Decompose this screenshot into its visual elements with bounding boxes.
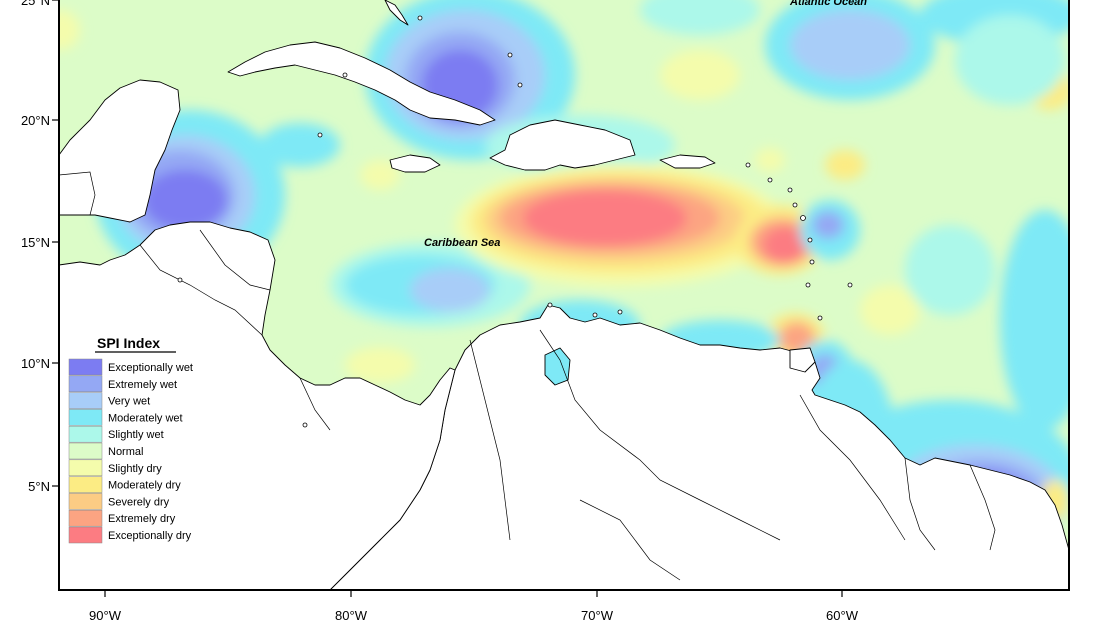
legend-label: Exceptionally wet [108, 362, 193, 374]
atlantic-ocean-label: Atlantic Ocean [789, 0, 867, 8]
legend-swatch [68, 409, 103, 426]
puerto-rico-land [659, 154, 716, 169]
florida-land [384, 0, 409, 26]
legend-swatch [68, 493, 103, 510]
y-tick-label: 15°N [21, 235, 50, 250]
legend-swatch [68, 442, 103, 460]
islands [177, 15, 853, 428]
hispaniola-land [489, 119, 636, 171]
caribbean-sea-label: Caribbean Sea [424, 237, 500, 249]
y-tick-label: 20°N [21, 113, 50, 128]
legend-swatch [68, 459, 103, 477]
map-field: Atlantic Ocean Caribbean Sea [59, 0, 1069, 590]
x-axis: 90°W 80°W 70°W 60°W [89, 590, 859, 623]
y-tick-label: 10°N [21, 356, 50, 371]
legend-swatch [68, 358, 103, 376]
legend-label: Exceptionally dry [108, 530, 192, 542]
spi-legend: SPI Index Exceptionally wet Extremely wet… [68, 335, 193, 544]
legend-label: Very wet [108, 396, 150, 408]
x-tick-label: 90°W [89, 608, 122, 623]
legend-label: Extremely wet [108, 379, 177, 391]
y-axis: 25°N 20°N 15°N 10°N 5°N [21, 0, 59, 494]
x-tick-label: 60°W [826, 608, 859, 623]
legend-swatch [68, 476, 103, 493]
yucatan-land [59, 79, 181, 223]
x-tick-label: 70°W [581, 608, 614, 623]
legend-items: Exceptionally wet Extremely wet Very wet Mo… [68, 358, 193, 544]
lake-maracaibo [544, 347, 571, 386]
legend-label: Moderately wet [108, 412, 183, 424]
legend-swatch [68, 509, 103, 527]
legend-label: Extremely dry [108, 513, 176, 525]
legend-swatch [68, 375, 103, 393]
legend-swatch [68, 392, 103, 409]
legend-label: Slightly wet [108, 429, 164, 441]
legend-title: SPI Index [97, 335, 160, 351]
legend-label: Severely dry [108, 496, 170, 508]
trinidad-land [789, 347, 816, 373]
jamaica-land [389, 154, 441, 173]
cuba-land [227, 41, 496, 126]
land [59, 0, 1069, 590]
central-america-land [59, 221, 456, 590]
legend-swatch [68, 526, 103, 544]
legend-swatch [68, 425, 103, 443]
y-tick-label: 25°N [21, 0, 50, 8]
legend-label: Moderately dry [108, 480, 181, 492]
x-tick-label: 80°W [335, 608, 368, 623]
y-tick-label: 5°N [28, 479, 50, 494]
legend-label: Normal [108, 446, 143, 458]
map-frame [58, 0, 1070, 591]
borders [59, 171, 996, 581]
legend-label: Slightly dry [108, 463, 162, 475]
